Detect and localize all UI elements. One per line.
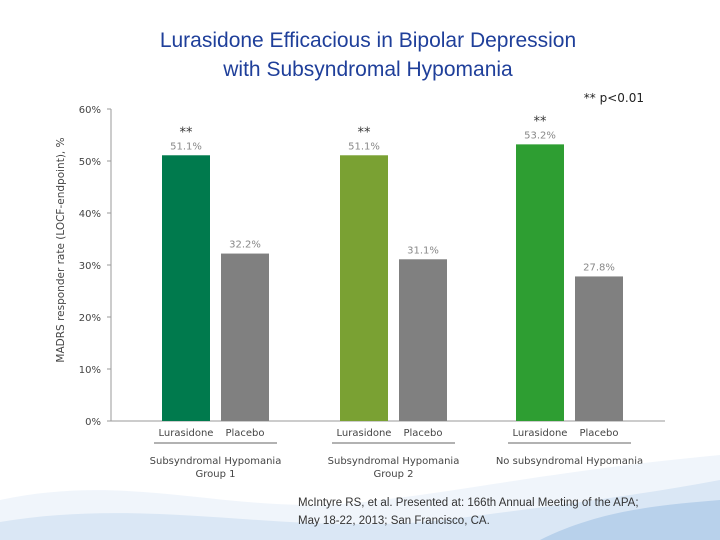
slide-title-line-2: with Subsyndromal Hypomania (223, 58, 513, 81)
y-tick-label: 40% (79, 209, 101, 220)
bar-value-label: 32.2% (229, 240, 261, 251)
group-label: Subsyndromal Hypomania (328, 456, 460, 467)
bar (340, 155, 388, 421)
x-tick-label: Placebo (403, 428, 442, 439)
bar (162, 155, 210, 421)
bar-value-label: 51.1% (348, 141, 380, 152)
significance-marker: ** (180, 125, 194, 140)
bar (221, 253, 269, 421)
y-axis-label: MADRS responder rate (LOCF-endpoint), % (55, 137, 67, 362)
x-tick-label: Placebo (225, 428, 264, 439)
bar (575, 276, 623, 421)
y-tick-label: 30% (79, 261, 101, 272)
y-tick-label: 20% (79, 313, 101, 324)
bar (516, 144, 564, 422)
significance-marker: ** (534, 114, 548, 129)
significance-marker: ** (358, 125, 372, 140)
bar (399, 259, 447, 421)
slide-title: Lurasidone Efficacious in Bipolar Depres… (0, 26, 720, 84)
bar-value-label: 51.1% (170, 141, 202, 152)
citation-line-1: McIntyre RS, et al. Presented at: 166th … (298, 497, 639, 509)
group-label-line-2: Group 1 (196, 469, 236, 480)
y-tick-label: 10% (79, 365, 101, 376)
x-tick-label: Lurasidone (159, 428, 214, 439)
group-label: Subsyndromal Hypomania (150, 456, 282, 467)
group-label: No subsyndromal Hypomania (496, 456, 643, 467)
y-tick-label: 60% (79, 105, 101, 116)
y-tick-label: 0% (85, 417, 101, 428)
x-tick-label: Placebo (579, 428, 618, 439)
y-tick-label: 50% (79, 157, 101, 168)
group-label-line-2: Group 2 (374, 469, 414, 480)
citation-line-2: May 18-22, 2013; San Francisco, CA. (298, 515, 490, 527)
x-tick-label: Lurasidone (513, 428, 568, 439)
x-tick-label: Lurasidone (337, 428, 392, 439)
significance-note: ** p<0.01 (584, 91, 644, 105)
slide-title-line-1: Lurasidone Efficacious in Bipolar Depres… (159, 29, 577, 52)
citation: McIntyre RS, et al. Presented at: 166th … (298, 494, 678, 530)
bar-value-label: 27.8% (583, 262, 615, 273)
bar-value-label: 31.1% (407, 245, 439, 256)
bar-value-label: 53.2% (524, 130, 556, 141)
